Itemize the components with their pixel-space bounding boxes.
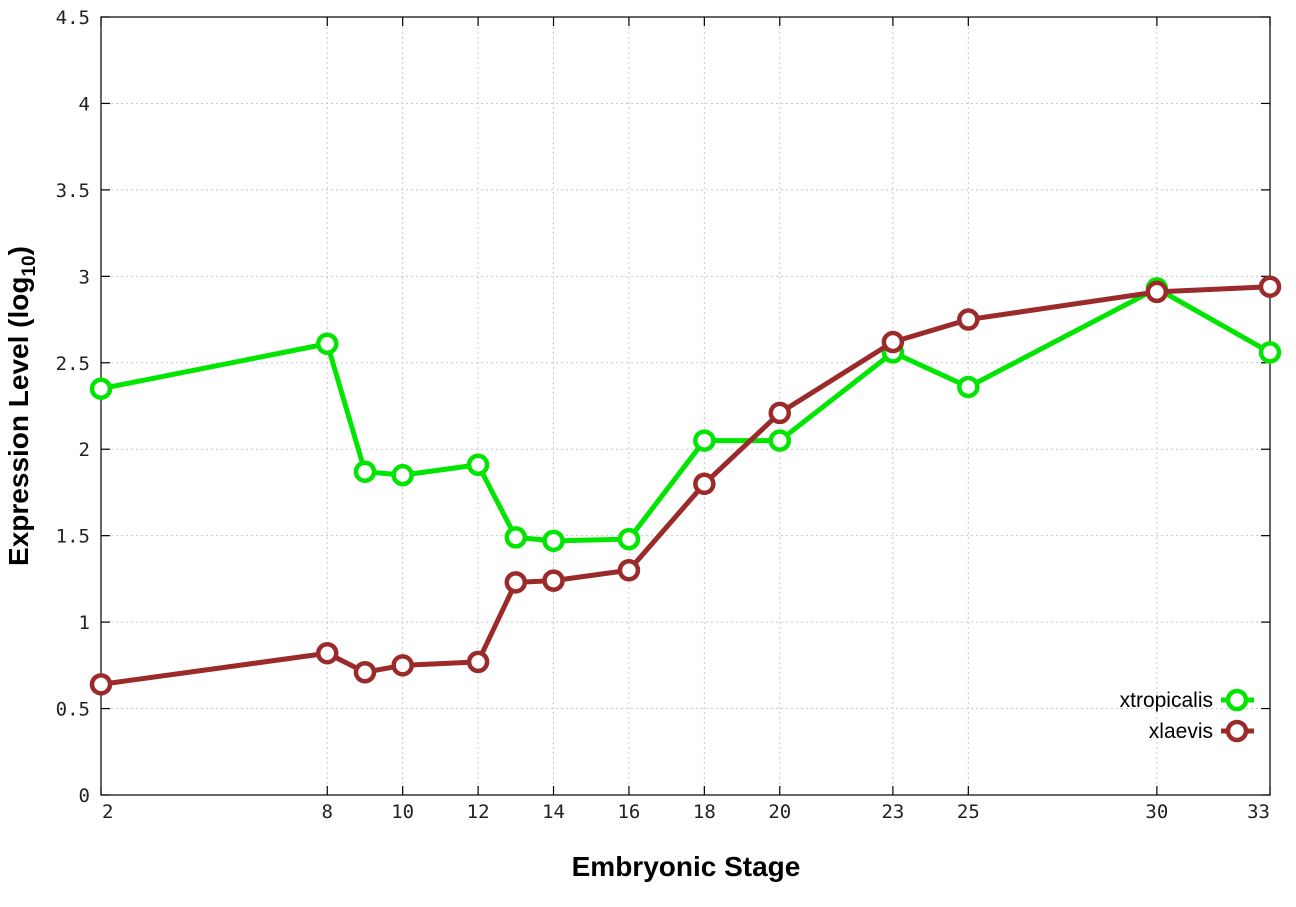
data-point-xtropicalis xyxy=(1258,341,1282,364)
legend-marker xyxy=(1225,688,1249,712)
x-tick-label: 14 xyxy=(542,801,565,823)
y-tick-label: 0.5 xyxy=(56,699,90,721)
legend: xtropicalis xlaevis xyxy=(1120,688,1254,743)
y-tick-label: 4.5 xyxy=(56,7,90,29)
data-point-xtropicalis xyxy=(316,332,339,356)
data-point-xlaevis xyxy=(504,571,528,594)
data-point-xlaevis xyxy=(391,654,414,677)
y-tick-label: 1 xyxy=(79,612,90,634)
x-tick-label: 8 xyxy=(322,801,333,823)
data-point-xlaevis xyxy=(542,569,565,592)
data-point-xlaevis xyxy=(768,401,792,425)
y-tick-label: 0 xyxy=(79,785,90,807)
data-point-xtropicalis xyxy=(391,463,414,487)
y-axis-title-main: Expression Level (log xyxy=(3,277,34,566)
x-tick-label: 2 xyxy=(102,801,113,823)
data-point-xtropicalis xyxy=(693,429,716,452)
x-tick-label: 18 xyxy=(693,801,716,823)
data-point-xlaevis xyxy=(89,673,113,696)
x-tick-label: 12 xyxy=(467,801,490,823)
data-point-xlaevis xyxy=(1258,275,1282,298)
data-point-xlaevis xyxy=(617,558,641,582)
plot-frame xyxy=(100,16,1271,796)
legend-label: xtropicalis xyxy=(1120,689,1213,712)
x-tick-label: 33 xyxy=(1247,801,1270,823)
data-point-xlaevis xyxy=(316,641,339,665)
data-point-xtropicalis xyxy=(768,429,792,452)
series-xlaevis xyxy=(89,275,1282,696)
y-axis-title-subscript: 10 xyxy=(19,255,40,276)
data-point-xtropicalis xyxy=(617,527,641,551)
data-point-xtropicalis xyxy=(504,526,528,549)
data-point-xtropicalis xyxy=(542,529,565,553)
y-tick-label: 2 xyxy=(79,439,90,461)
data-point-xlaevis xyxy=(353,660,377,684)
y-axis-title-suffix: ) xyxy=(3,246,34,255)
y-axis-title: Expression Level (log10) xyxy=(3,246,40,566)
y-tick-label: 2.5 xyxy=(56,353,90,375)
x-axis-title: Embryonic Stage xyxy=(572,851,801,882)
data-point-xlaevis xyxy=(693,472,716,496)
y-tick-label: 3.5 xyxy=(56,180,90,202)
y-tick-label: 4 xyxy=(79,93,90,115)
data-point-xtropicalis xyxy=(466,453,490,477)
series-line-xlaevis xyxy=(100,284,1271,687)
y-tick-label: 3 xyxy=(79,266,90,288)
legend-marker xyxy=(1225,719,1249,743)
x-tick-label: 25 xyxy=(957,801,980,823)
y-axis-ticks: 0 0.5 1 1.5 2 2.5 3 3.5 4 4.5 xyxy=(56,7,1270,807)
x-tick-label: 20 xyxy=(768,801,791,823)
x-tick-label: 16 xyxy=(617,801,640,823)
legend-label: xlaevis xyxy=(1149,720,1213,743)
data-point-xtropicalis xyxy=(957,375,980,399)
data-point-xlaevis xyxy=(466,650,490,674)
series-xtropicalis xyxy=(89,277,1282,553)
data-point-xlaevis xyxy=(881,330,905,354)
data-point-xtropicalis xyxy=(89,377,113,400)
x-tick-label: 30 xyxy=(1145,801,1168,823)
data-point-xtropicalis xyxy=(353,460,377,483)
grid xyxy=(101,17,1270,795)
x-tick-label: 10 xyxy=(391,801,414,823)
y-tick-label: 1.5 xyxy=(56,526,90,548)
data-point-xlaevis xyxy=(957,308,980,331)
x-axis-ticks: 2 8 10 12 14 16 18 20 23 25 30 33 xyxy=(100,17,1271,823)
x-tick-label: 23 xyxy=(881,801,904,823)
series xyxy=(89,275,1282,696)
data-point-xlaevis xyxy=(1145,280,1169,304)
